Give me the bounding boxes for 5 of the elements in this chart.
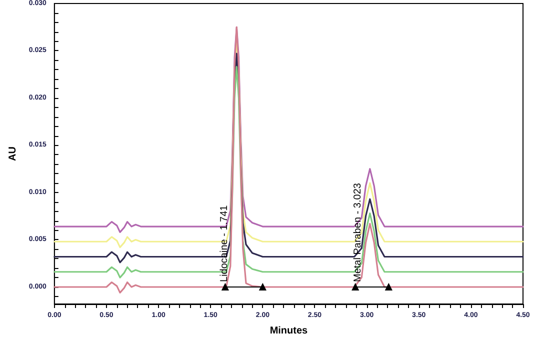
annotation: Metal Paraben - 3.023 [352,182,364,282]
annotation: Lidocaine - 1.741 [219,204,230,282]
y-axis-title: AU [8,146,18,161]
x-axis-title: Minutes [270,326,308,336]
line-series [54,26,524,294]
